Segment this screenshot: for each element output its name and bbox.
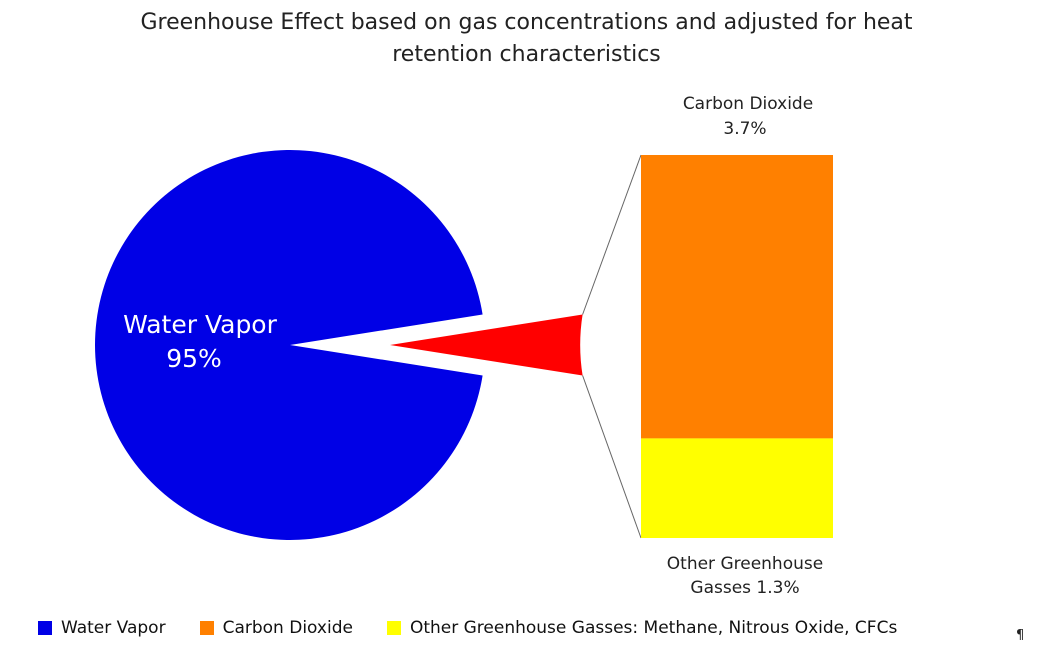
legend-swatch-water-vapor (38, 621, 52, 635)
chart-legend: Water Vapor Carbon Dioxide Other Greenho… (38, 618, 897, 638)
legend-swatch-other-gasses (386, 621, 401, 635)
pie-label-water-vapor: Water Vapor (123, 310, 277, 339)
legend-item-other-gasses: Other Greenhouse Gasses: Methane, Nitrou… (386, 618, 898, 638)
legend-item-water-vapor: Water Vapor (38, 618, 166, 638)
connector-line-bottom (582, 375, 642, 539)
pie-of-bar-chart: Water Vapor 95% Carbon Dioxide 3.7% Othe… (95, 94, 833, 598)
legend-item-carbon-dioxide: Carbon Dioxide (199, 618, 353, 638)
paragraph-mark: ¶ (1016, 628, 1025, 643)
legend-swatch-carbon-dioxide (199, 621, 214, 635)
bar-label-carbon-dioxide: Carbon Dioxide (683, 94, 813, 114)
bar-segment-other-gasses (641, 438, 833, 538)
chart-title-line-2: retention characteristics (392, 42, 661, 67)
legend-label-water-vapor: Water Vapor (61, 618, 166, 638)
bar-label-other-gasses: Other Greenhouse (667, 554, 823, 574)
pie-slice-water-vapor (95, 150, 483, 540)
legend-label-carbon-dioxide: Carbon Dioxide (222, 618, 353, 638)
chart-title-line-1: Greenhouse Effect based on gas concentra… (140, 10, 913, 35)
bar-label-other-gasses-value: Gasses 1.3% (690, 578, 799, 598)
bar-label-carbon-dioxide-value: 3.7% (723, 119, 766, 139)
pie-label-water-vapor-value: 95% (166, 344, 222, 373)
legend-label-other-gasses: Other Greenhouse Gasses: Methane, Nitrou… (409, 618, 898, 638)
connector-line-top (582, 154, 642, 315)
bar-segment-carbon-dioxide (641, 155, 833, 439)
pie-slice-exploded-other (390, 314, 583, 376)
